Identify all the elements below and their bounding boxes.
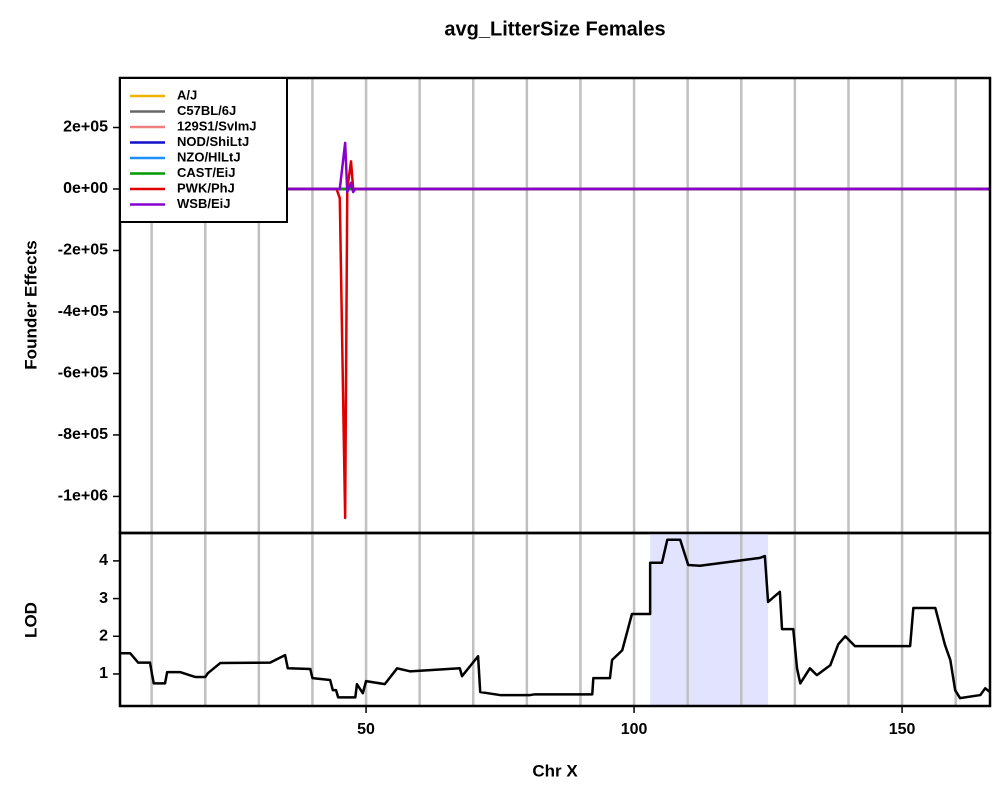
x-axis-label: Chr X [532, 761, 578, 780]
data-line [120, 141, 990, 194]
y-tick-label: -6e+05 [58, 365, 108, 382]
y-tick-label: -8e+05 [58, 426, 108, 443]
y-tick-label: 4 [99, 552, 108, 569]
y-axis-label: Founder Effects [21, 240, 40, 369]
x-tick-label: 100 [621, 721, 648, 738]
y-tick-label: -1e+06 [58, 488, 108, 505]
legend-label: C57BL/6J [177, 103, 236, 118]
legend-label: CAST/EiJ [177, 165, 236, 180]
legend-label: A/J [177, 87, 197, 102]
legend-box [119, 77, 288, 223]
legend-label: NOD/ShiLtJ [177, 134, 249, 149]
legend-label: WSB/EiJ [177, 196, 230, 211]
chart-title: avg_LitterSize Females [444, 18, 665, 40]
y-tick-label: 2e+05 [63, 119, 108, 136]
y-tick-label: -4e+05 [58, 303, 108, 320]
y-axis-label: LOD [21, 602, 40, 638]
y-tick-label: 2 [99, 627, 108, 644]
data-line [120, 538, 991, 700]
plot-frame [118, 531, 992, 708]
y-tick-label: 3 [99, 590, 108, 607]
y-tick-label: -2e+05 [58, 242, 108, 259]
x-tick-label: 50 [357, 721, 375, 738]
x-tick-label: 150 [889, 721, 916, 738]
y-tick-label: 0e+00 [63, 180, 108, 197]
interval [650, 533, 769, 706]
y-tick-label: 1 [99, 665, 108, 682]
legend-label: NZO/HlLtJ [177, 149, 241, 164]
legend-label: PWK/PhJ [177, 180, 235, 195]
legend-label: 129S1/SvImJ [177, 118, 257, 133]
